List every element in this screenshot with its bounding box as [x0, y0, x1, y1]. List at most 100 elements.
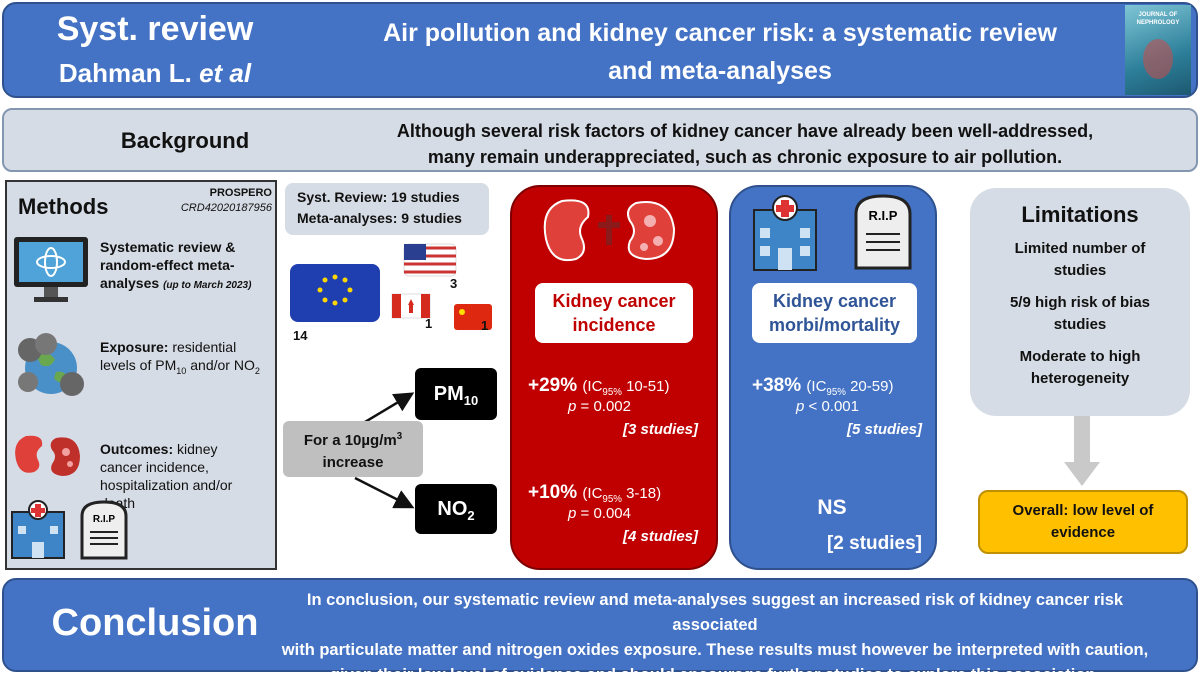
- design: Systematic review & random-effect meta-a…: [100, 238, 272, 295]
- smoke: [60, 372, 84, 396]
- ci-label: (IC: [582, 378, 603, 395]
- journal-cover: JOURNAL OF NEPHROLOGY: [1125, 5, 1191, 95]
- kidney-tumor: [50, 437, 80, 476]
- incidence-no2: +10% (IC95% 3-18) p = 0.004 [4 studies]: [528, 482, 698, 545]
- arrow-no2: [354, 476, 415, 509]
- p-label: p: [568, 505, 577, 522]
- conclusion-line: In conclusion, our systematic review and…: [306, 591, 1124, 634]
- atom: [44, 247, 58, 277]
- land: [37, 353, 68, 383]
- tumor: [644, 215, 656, 227]
- study-count: [4 studies]: [622, 528, 698, 545]
- engraving: [90, 531, 118, 545]
- conclusion-line: given their low level of evidence and sh…: [329, 666, 1101, 684]
- registry: PROSPERO CRD42020187956: [150, 186, 272, 216]
- vessels: [598, 215, 620, 245]
- ci-sub: 95%: [602, 387, 622, 398]
- ci-sub: 95%: [602, 494, 622, 505]
- window: [50, 526, 58, 534]
- cn-star: [459, 309, 465, 315]
- count-eu: 14: [293, 328, 308, 343]
- pm-box: PM10: [415, 368, 497, 420]
- ci-range: 3-18): [626, 485, 662, 502]
- study-count: [5 studies]: [846, 421, 922, 438]
- p: = 0.004: [580, 505, 631, 522]
- effect: +10%: [528, 482, 578, 503]
- door: [778, 248, 792, 270]
- p-value: p = 0.002: [528, 398, 698, 415]
- hospital-icon: [753, 195, 817, 271]
- registry-label: PROSPERO: [209, 187, 272, 199]
- pm-sub: 10: [463, 393, 479, 408]
- background-label: Background: [120, 128, 250, 153]
- flags: [290, 243, 492, 330]
- title-line: Air pollution and kidney cancer risk: a …: [383, 19, 1057, 47]
- outcomes-label: Outcomes:: [100, 441, 174, 457]
- p-value: p < 0.001: [752, 398, 922, 415]
- exposure-sub: 2: [254, 365, 260, 376]
- count-us: 3: [450, 276, 458, 291]
- tombstone-icon: R.I.P: [854, 194, 912, 270]
- pollution-icon: [18, 333, 84, 396]
- kidney: [543, 199, 590, 261]
- mortality-title: Kidney cancer morbi/mortality: [752, 283, 917, 343]
- outcomes-text: kidney cancer incidence, hospitalization…: [100, 441, 233, 511]
- base: [34, 297, 68, 302]
- exposure-text: residential levels of PM: [100, 339, 237, 373]
- window: [800, 228, 810, 238]
- computer-icon: [14, 237, 88, 302]
- limitation: Limited number of studies: [1014, 240, 1146, 279]
- flag-eu: [290, 264, 380, 322]
- effect: +29%: [528, 375, 578, 396]
- stand: [44, 287, 58, 297]
- ca-band: [392, 294, 401, 318]
- journal-name: JOURNAL OF NEPHROLOGY: [1136, 12, 1180, 26]
- ci: (IC95% 10-51): [582, 378, 670, 398]
- header: [2, 2, 1198, 98]
- study-count: [2 studies]: [826, 533, 922, 554]
- conclusion-box: [2, 578, 1198, 672]
- registry-id: CRD42020187956: [180, 202, 272, 214]
- smoke: [35, 333, 57, 355]
- rip-label: R.I.P: [869, 208, 898, 223]
- tumor: [62, 448, 70, 456]
- ci: (IC95% 3-18): [582, 485, 662, 505]
- conclusion-label: Conclusion: [51, 602, 259, 644]
- no2-box: NO2: [415, 484, 497, 534]
- title-line: and meta-analyses: [608, 57, 832, 85]
- exposure: Exposure: residential levels of PM10 and…: [100, 338, 272, 380]
- kidney-tumor: [627, 201, 676, 261]
- author-names: Dahman L.: [58, 58, 192, 88]
- increase-text: For a 10µg/m: [303, 432, 397, 449]
- kidney-icon: [15, 435, 80, 476]
- door: [32, 542, 44, 558]
- p-value: p = 0.004: [528, 505, 698, 522]
- ci-range: 10-51): [626, 378, 670, 395]
- limitations-title: Limitations: [1021, 202, 1139, 227]
- p-label: p: [796, 398, 805, 415]
- smoke: [18, 372, 38, 392]
- count-cn: 1: [481, 318, 489, 333]
- stone: [80, 500, 128, 560]
- down-arrow: [1064, 416, 1100, 486]
- increase-sup: 3: [396, 431, 403, 442]
- studies-review: Syst. Review: 19 studies: [297, 189, 460, 205]
- atom: [36, 255, 66, 269]
- cover-art: [1143, 39, 1173, 79]
- p-label: p: [568, 398, 577, 415]
- count-ca: 1: [425, 316, 433, 331]
- no2-text: NO: [437, 498, 468, 520]
- window: [760, 228, 770, 238]
- kidney-icon: [543, 199, 676, 261]
- methods-title: Methods: [18, 194, 109, 219]
- rip-label: R.I.P: [93, 514, 116, 525]
- ci: (IC95% 20-59): [806, 378, 893, 398]
- background-box: [2, 108, 1198, 172]
- us-canton: [404, 244, 426, 260]
- authors: Dahman L. et al: [20, 58, 290, 89]
- no2-sub: 2: [467, 508, 475, 523]
- increase-text: increase: [322, 454, 384, 471]
- limitation: 5/9 high risk of bias studies: [1009, 294, 1151, 333]
- p: = 0.002: [580, 398, 631, 415]
- background-line: many remain underappreciated, such as ch…: [427, 147, 1063, 167]
